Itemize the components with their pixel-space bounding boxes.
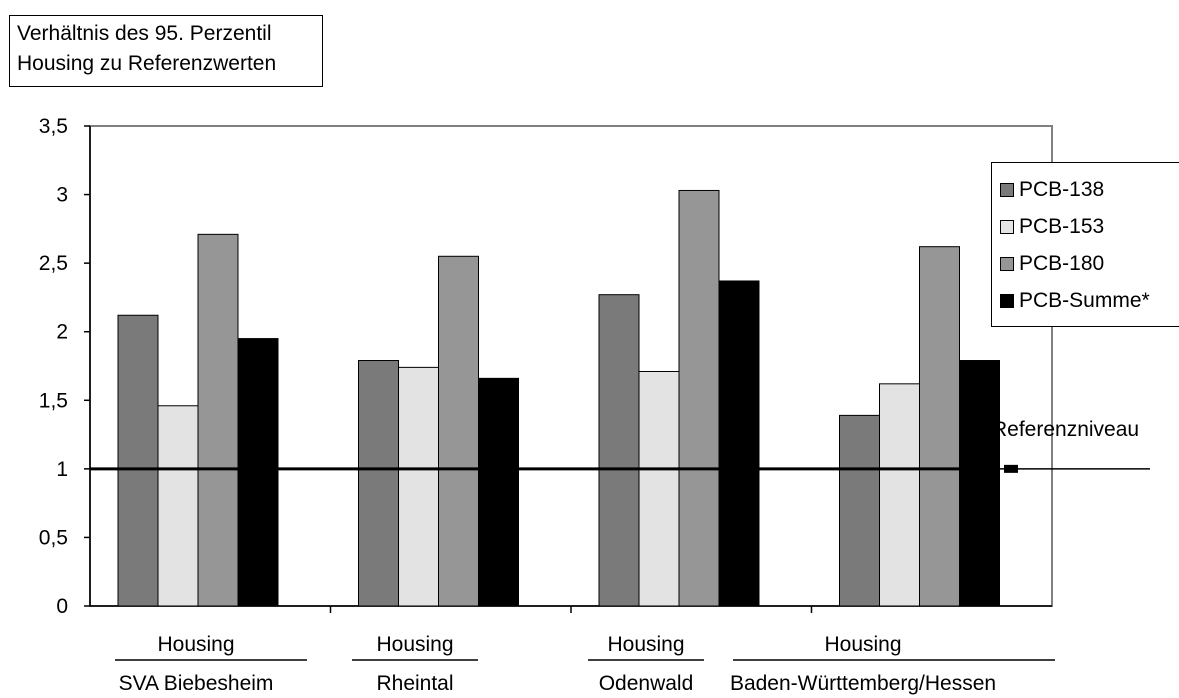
y-tick-label: 1,5: [39, 389, 68, 412]
bar-pcb-138-2: [358, 360, 399, 607]
chart-title-line-1: Verhältnis des 95. Perzentil: [17, 22, 272, 45]
bar-pcb-153-2: [398, 366, 439, 607]
bar-pcb-138-4: [839, 414, 880, 607]
x-label-line1: Housing: [607, 633, 684, 656]
bar-pcb-summe--1: [237, 338, 279, 607]
y-tick-label: 0,5: [39, 526, 68, 549]
legend-item-pcb-138: PCB-138: [1000, 171, 1179, 208]
bar-pcb-180-4: [919, 246, 960, 607]
y-tick-label: 3,5: [39, 115, 68, 138]
legend-item-pcb-summe: PCB-Summe*: [1000, 282, 1179, 319]
legend-swatch-pcb-summe: [1000, 293, 1014, 308]
legend-swatch-pcb-180: [1000, 256, 1014, 271]
bar-pcb-153-4: [879, 383, 920, 607]
y-tick-label: 0: [56, 595, 68, 618]
reference-level-label: Referenzniveau: [992, 418, 1140, 441]
legend-item-pcb-153: PCB-153: [1000, 208, 1179, 245]
legend-label-pcb-summe: PCB-Summe*: [1019, 288, 1150, 312]
reference-arrow-head: [1004, 464, 1018, 473]
x-label-line1: Housing: [157, 633, 234, 656]
legend: PCB-138 PCB-153 PCB-180 PCB-Summe*: [991, 162, 1179, 327]
chart-title-line-2: Housing zu Referenzwerten: [17, 52, 277, 75]
x-label-line1: Housing: [376, 633, 453, 656]
legend-label-pcb-138: PCB-138: [1019, 177, 1105, 201]
legend-label-pcb-153: PCB-153: [1019, 214, 1105, 238]
bar-pcb-summe--2: [478, 377, 519, 607]
y-tick-label: 2: [56, 321, 68, 344]
y-tick-label: 2,5: [39, 252, 68, 275]
x-label-line2: Baden-Württemberg/Hessen: [730, 672, 996, 695]
bar-pcb-summe--4: [959, 360, 1000, 607]
bar-pcb-180-1: [197, 233, 239, 607]
y-tick-label: 3: [56, 184, 68, 207]
x-label-line2: Odenwald: [599, 672, 694, 695]
x-label-line1: Housing: [824, 633, 901, 656]
x-label-line2: Rheintal: [376, 672, 453, 695]
legend-swatch-pcb-153: [1000, 219, 1014, 234]
legend-label-pcb-180: PCB-180: [1019, 251, 1105, 275]
bar-pcb-summe--3: [718, 280, 760, 607]
bar-pcb-153-3: [638, 370, 680, 607]
chart-title-box: Verhältnis des 95. Perzentil Housing zu …: [9, 15, 323, 87]
bar-pcb-138-1: [117, 314, 159, 607]
x-label-line2: SVA Biebesheim: [119, 672, 274, 695]
legend-swatch-pcb-138: [1000, 182, 1014, 197]
bar-pcb-153-1: [157, 405, 199, 607]
y-tick-label: 1: [56, 458, 68, 481]
bar-pcb-180-2: [438, 255, 479, 607]
bar-pcb-138-3: [598, 294, 640, 607]
legend-item-pcb-180: PCB-180: [1000, 245, 1179, 282]
bar-pcb-180-3: [678, 189, 720, 607]
